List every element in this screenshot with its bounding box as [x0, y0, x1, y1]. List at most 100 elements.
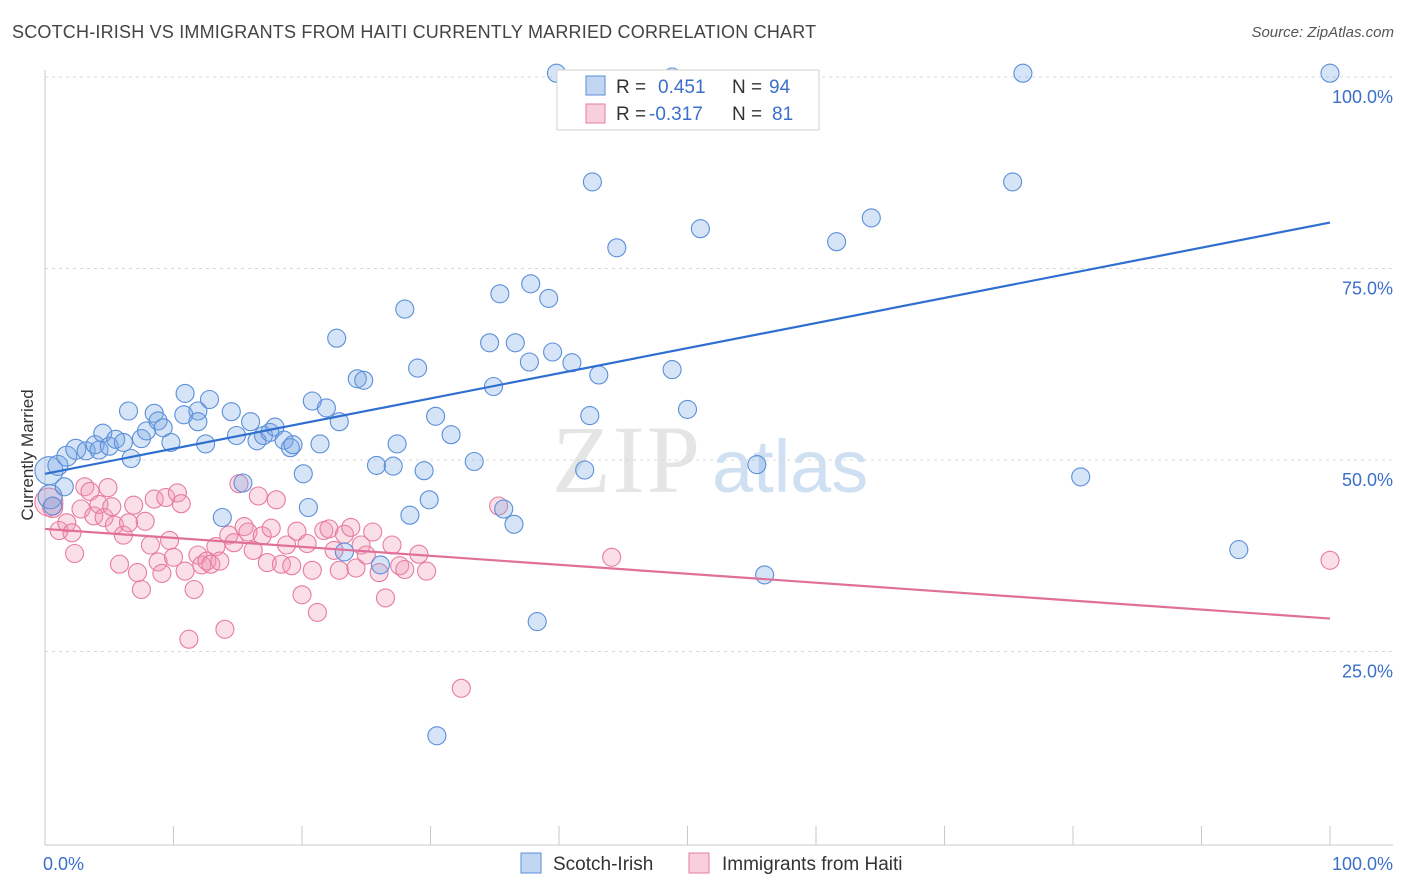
- chart-title: SCOTCH-IRISH VS IMMIGRANTS FROM HAITI CU…: [12, 22, 817, 42]
- data-point: [480, 333, 500, 353]
- data-point: [419, 490, 439, 510]
- y-axis-label: Currently Married: [18, 389, 37, 520]
- data-point: [504, 514, 524, 534]
- data-point: [582, 172, 602, 192]
- data-point: [118, 513, 139, 533]
- grid: [45, 76, 1393, 652]
- data-point: [302, 560, 322, 580]
- data-point: [1003, 172, 1023, 192]
- data-point: [346, 558, 366, 578]
- data-point: [65, 438, 87, 460]
- legend-r-label-pink: R =: [616, 104, 646, 125]
- data-point: [161, 432, 181, 452]
- data-point: [341, 517, 361, 537]
- data-point: [375, 588, 396, 608]
- data-point: [327, 328, 347, 348]
- series-scotch-irish: [34, 63, 1340, 746]
- data-point: [292, 585, 312, 605]
- data-point: [171, 494, 191, 514]
- data-point: [118, 401, 139, 421]
- data-point: [80, 481, 100, 501]
- data-point: [135, 511, 155, 531]
- data-point: [747, 455, 767, 475]
- data-point: [298, 497, 318, 518]
- data-point: [210, 551, 230, 571]
- y-tick-label: 100.0%: [1332, 87, 1393, 107]
- data-point: [464, 451, 484, 472]
- bottom-legend-label-pink: Immigrants from Haiti: [722, 854, 903, 875]
- chart-source: Source: ZipAtlas.com: [1251, 24, 1394, 41]
- data-point: [199, 389, 220, 410]
- legend-r-label-blue: R =: [616, 77, 646, 98]
- data-point: [293, 464, 313, 484]
- data-point: [179, 629, 199, 649]
- data-point: [1071, 467, 1091, 487]
- data-point: [602, 547, 622, 567]
- data-point: [85, 435, 105, 455]
- data-point: [677, 399, 698, 419]
- data-point: [175, 383, 195, 403]
- legend-r-value-pink: -0.317: [649, 104, 703, 125]
- data-point: [57, 513, 77, 533]
- legend-n-label-pink: N =: [732, 104, 762, 125]
- data-point: [427, 726, 447, 746]
- x-tick-label: 0.0%: [43, 854, 84, 874]
- data-point: [127, 563, 148, 583]
- data-point: [580, 406, 600, 426]
- legend-swatch-blue: [585, 75, 606, 96]
- data-point: [383, 456, 403, 476]
- y-tick-label: 75.0%: [1342, 279, 1393, 299]
- data-point: [1013, 63, 1033, 83]
- bottom-legend-label-blue: Scotch-Irish: [553, 854, 653, 875]
- data-point: [426, 406, 446, 426]
- data-point: [589, 365, 609, 385]
- data-point: [387, 434, 407, 454]
- data-point: [490, 284, 510, 304]
- data-point: [65, 543, 85, 564]
- data-point: [827, 232, 847, 252]
- data-point: [755, 565, 775, 585]
- data-point: [54, 477, 74, 497]
- data-point: [297, 533, 317, 554]
- data-point: [441, 425, 461, 445]
- data-point: [248, 486, 268, 506]
- data-point: [266, 490, 286, 510]
- data-point: [43, 496, 63, 516]
- data-point: [408, 358, 428, 378]
- y-tick-label: 25.0%: [1342, 662, 1393, 682]
- data-point: [140, 535, 160, 555]
- data-point: [1320, 63, 1340, 83]
- data-point: [543, 342, 563, 362]
- data-point: [329, 560, 349, 580]
- data-point: [521, 274, 541, 294]
- data-point: [233, 473, 253, 493]
- data-point: [334, 542, 354, 562]
- data-point: [607, 238, 627, 258]
- data-point: [175, 561, 195, 581]
- data-point: [274, 430, 294, 450]
- data-point: [280, 438, 300, 458]
- data-point: [1229, 540, 1249, 560]
- y-axis-label-group: Currently Married: [18, 389, 37, 520]
- data-point: [351, 535, 371, 555]
- data-point: [131, 579, 151, 600]
- data-point: [395, 559, 415, 580]
- legend: R = 0.451 N = 94 R = -0.317 N = 81: [556, 69, 820, 131]
- data-point: [310, 434, 330, 454]
- bottom-legend: Scotch-Irish Immigrants from Haiti: [520, 852, 903, 875]
- bottom-legend-swatch-blue: [520, 852, 542, 874]
- data-point: [283, 435, 303, 455]
- data-point: [287, 521, 307, 541]
- data-point: [690, 219, 710, 239]
- y-tick-label: 50.0%: [1342, 470, 1393, 490]
- data-point: [316, 398, 336, 418]
- data-point: [152, 563, 172, 583]
- data-point: [489, 496, 509, 516]
- data-point: [539, 288, 559, 308]
- data-point: [575, 460, 595, 480]
- data-point: [451, 678, 471, 698]
- data-point: [390, 556, 410, 576]
- watermark-atlas: atlas: [712, 425, 868, 508]
- data-point: [1320, 550, 1340, 570]
- data-point: [307, 602, 327, 622]
